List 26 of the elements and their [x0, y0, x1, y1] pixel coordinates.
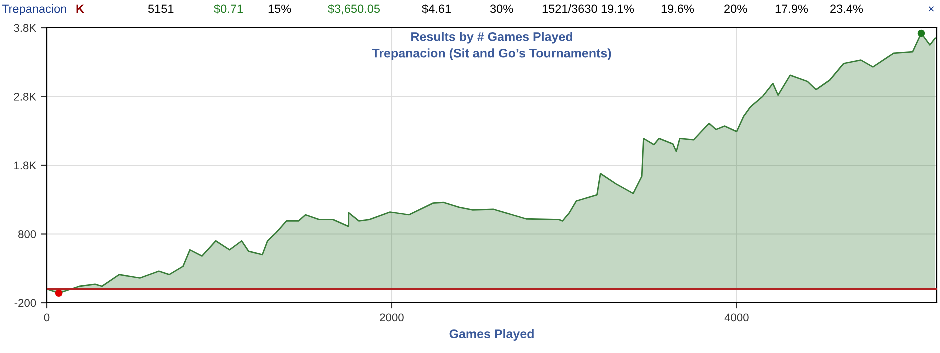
text: $4.61 — [422, 4, 451, 14]
y-tick-label: 800 — [18, 230, 36, 238]
text: 1521/3630 — [542, 4, 598, 14]
x-axis-title: Games Played — [450, 329, 534, 341]
text: $0.71 — [214, 4, 243, 14]
text: 5151 — [148, 4, 174, 14]
x-tick-label: 2000 — [380, 314, 404, 322]
text: 19.6% — [662, 4, 694, 14]
text: Trepanacion (Sit and Go’s Tournaments) — [372, 48, 612, 60]
x-tick-label: 0 — [44, 314, 50, 322]
text: K — [76, 4, 84, 14]
text: × — [928, 6, 934, 12]
y-tick-label: -200 — [14, 299, 36, 308]
text: 20% — [724, 4, 748, 14]
x-tick-label: 4000 — [724, 314, 749, 322]
y-tick-label: 3.8K — [14, 24, 36, 32]
y-tick-label: 2.8K — [14, 93, 36, 101]
text: 23.4% — [830, 4, 864, 14]
y-tick-label: 1.8K — [14, 162, 36, 170]
text: Trepanacion — [2, 4, 66, 16]
chart-title: Results by # Games Played — [412, 32, 572, 44]
text: 19.1% — [602, 4, 634, 14]
text: 30% — [490, 4, 514, 14]
text: 17.9% — [776, 4, 808, 14]
text: $3,650.05 — [328, 4, 380, 15]
text: 15% — [268, 4, 292, 14]
